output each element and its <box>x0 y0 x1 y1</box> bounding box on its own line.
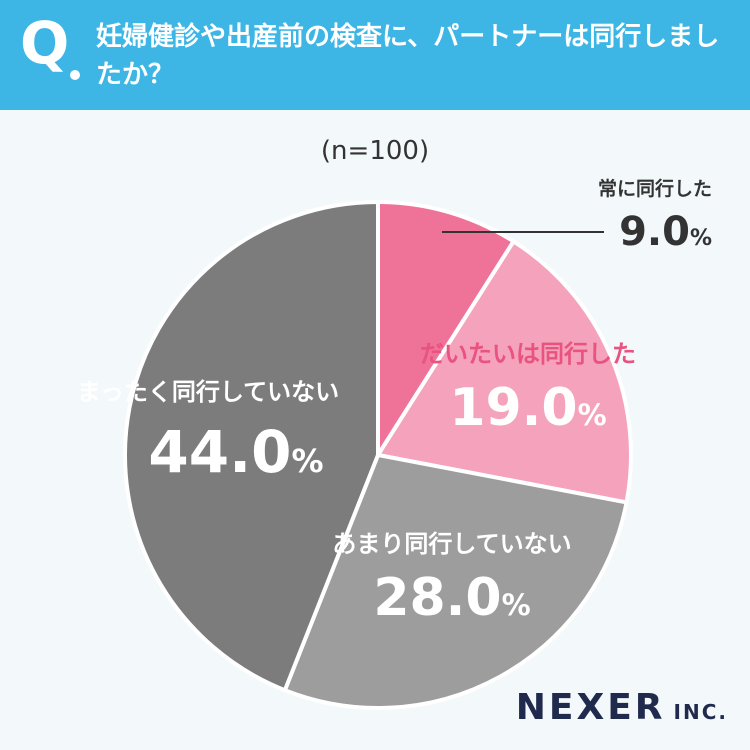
slice-value-unit-4: % <box>292 442 324 480</box>
slice-value-number-4: 44.0 <box>148 418 291 486</box>
slice-value-number-2: 19.0 <box>449 378 577 438</box>
question-header: Q 妊婦健診や出産前の検査に、パートナーは同行しましたか？ <box>0 0 750 110</box>
slice-value-number-3: 28.0 <box>373 568 501 628</box>
slice-value-unit-1: % <box>690 226 712 251</box>
pie-slice-4 <box>123 200 380 693</box>
nexer-logo: NEXER INC. <box>516 687 728 728</box>
slice-value-unit-3: % <box>502 588 531 622</box>
pie-slice-2 <box>376 239 633 505</box>
pie-slice-1 <box>376 200 516 457</box>
question-text: 妊婦健診や出産前の検査に、パートナーは同行しましたか？ <box>96 22 720 90</box>
slice-label-2: だいたいは同行した <box>420 340 636 368</box>
q-dot <box>70 70 80 80</box>
slice-label-4: まったく同行していない <box>77 378 339 406</box>
q-mark: Q <box>20 9 70 77</box>
slice-value-number-1: 9.0 <box>619 209 690 255</box>
slice-value-2: 19.0% <box>449 378 606 438</box>
slice-value-unit-2: % <box>578 398 607 432</box>
logo-main: NEXER <box>515 687 666 728</box>
sample-size: (n=100) <box>320 136 430 166</box>
logo-suffix: INC. <box>673 700 728 724</box>
slice-value-3: 28.0% <box>373 568 530 628</box>
slice-value-4: 44.0% <box>148 418 323 486</box>
pie-slice-3 <box>282 453 629 710</box>
slice-label-3: あまり同行していない <box>332 530 571 558</box>
slice-label-1: 常に同行した <box>598 177 712 200</box>
slice-value-1: 9.0% <box>619 209 712 255</box>
